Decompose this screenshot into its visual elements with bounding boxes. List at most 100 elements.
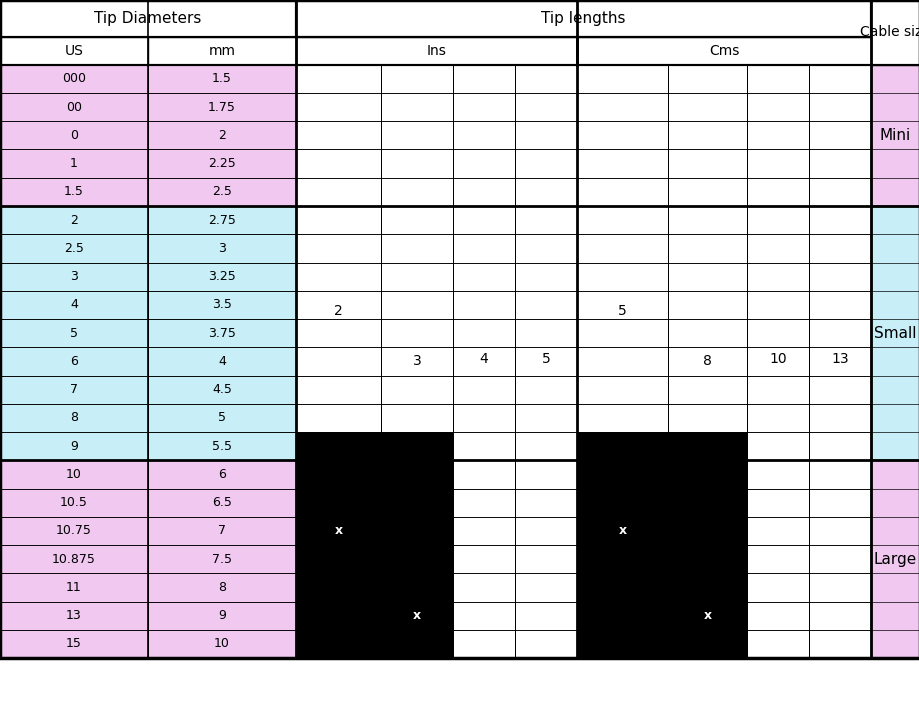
Text: 6: 6 bbox=[218, 468, 226, 481]
Text: 1.5: 1.5 bbox=[64, 186, 84, 198]
Bar bbox=[0, 375, 148, 404]
Bar bbox=[148, 630, 296, 658]
Bar bbox=[452, 602, 515, 630]
Bar bbox=[515, 122, 576, 150]
Bar bbox=[515, 347, 576, 375]
Bar bbox=[296, 375, 380, 404]
Bar bbox=[808, 262, 870, 290]
Bar bbox=[746, 206, 808, 234]
Text: 3.5: 3.5 bbox=[212, 298, 232, 311]
Bar bbox=[452, 517, 515, 545]
Bar bbox=[296, 93, 380, 122]
Bar bbox=[515, 319, 576, 347]
Bar bbox=[148, 93, 296, 122]
Bar bbox=[808, 347, 870, 375]
Bar bbox=[576, 602, 667, 630]
Bar bbox=[576, 517, 667, 545]
Bar bbox=[148, 460, 296, 489]
Bar bbox=[380, 290, 452, 319]
Text: 2: 2 bbox=[334, 303, 343, 318]
Bar bbox=[808, 545, 870, 573]
Text: 3: 3 bbox=[70, 270, 78, 283]
Bar bbox=[808, 375, 870, 404]
Bar bbox=[0, 545, 148, 573]
Bar bbox=[746, 404, 808, 432]
Text: Mini: Mini bbox=[879, 128, 910, 143]
Bar bbox=[667, 93, 746, 122]
Bar bbox=[296, 404, 380, 432]
Bar bbox=[0, 404, 148, 432]
Bar bbox=[380, 460, 452, 489]
Text: 1.5: 1.5 bbox=[212, 73, 232, 86]
Bar bbox=[808, 489, 870, 517]
Bar bbox=[576, 432, 667, 460]
Text: 1: 1 bbox=[70, 157, 78, 170]
Bar bbox=[576, 234, 667, 262]
Text: 8: 8 bbox=[218, 581, 226, 594]
Bar bbox=[667, 602, 746, 630]
Bar bbox=[452, 93, 515, 122]
Text: 6: 6 bbox=[70, 355, 78, 368]
Bar bbox=[148, 262, 296, 290]
Bar bbox=[380, 262, 452, 290]
Bar bbox=[380, 347, 452, 375]
Bar bbox=[667, 375, 746, 404]
Bar bbox=[380, 602, 452, 630]
Bar bbox=[746, 545, 808, 573]
Bar bbox=[576, 375, 667, 404]
Bar bbox=[452, 122, 515, 150]
Bar bbox=[667, 545, 746, 573]
Bar bbox=[452, 206, 515, 234]
Text: 2.5: 2.5 bbox=[212, 186, 232, 198]
Bar bbox=[380, 432, 452, 658]
Bar bbox=[296, 432, 380, 460]
Text: 4: 4 bbox=[218, 355, 226, 368]
Bar bbox=[452, 573, 515, 602]
Bar bbox=[296, 178, 380, 206]
Bar bbox=[380, 319, 452, 347]
Text: 10: 10 bbox=[768, 352, 786, 365]
Bar bbox=[667, 122, 746, 150]
Bar bbox=[746, 432, 808, 460]
Bar bbox=[667, 404, 746, 432]
Bar bbox=[667, 234, 746, 262]
Bar bbox=[0, 489, 148, 517]
Bar bbox=[576, 262, 667, 290]
Bar bbox=[808, 290, 870, 319]
Bar bbox=[576, 404, 667, 432]
Bar bbox=[746, 573, 808, 602]
Text: 0: 0 bbox=[70, 129, 78, 142]
Bar bbox=[515, 573, 576, 602]
Bar bbox=[296, 122, 380, 150]
Bar bbox=[576, 489, 667, 517]
Bar bbox=[515, 602, 576, 630]
Bar bbox=[515, 517, 576, 545]
Text: Large: Large bbox=[873, 551, 916, 567]
Bar bbox=[148, 347, 296, 375]
Text: Tip Diameters: Tip Diameters bbox=[95, 12, 201, 26]
Text: 8: 8 bbox=[70, 411, 78, 424]
Text: x: x bbox=[335, 524, 342, 537]
Bar bbox=[515, 93, 576, 122]
Bar bbox=[296, 37, 576, 65]
Bar bbox=[380, 573, 452, 602]
Bar bbox=[148, 290, 296, 319]
Bar bbox=[0, 290, 148, 319]
Text: 5: 5 bbox=[541, 352, 550, 365]
Bar bbox=[808, 319, 870, 347]
Bar bbox=[576, 37, 870, 65]
Bar bbox=[576, 150, 667, 178]
Text: 8: 8 bbox=[702, 354, 711, 368]
Bar bbox=[148, 573, 296, 602]
Bar bbox=[667, 290, 746, 319]
Bar bbox=[452, 319, 515, 347]
Bar bbox=[576, 290, 667, 319]
Bar bbox=[746, 150, 808, 178]
Bar bbox=[452, 347, 515, 375]
Bar bbox=[0, 65, 148, 93]
Bar bbox=[808, 630, 870, 658]
Bar bbox=[576, 319, 667, 347]
Bar bbox=[380, 65, 452, 93]
Bar bbox=[148, 178, 296, 206]
Text: x: x bbox=[413, 609, 421, 622]
